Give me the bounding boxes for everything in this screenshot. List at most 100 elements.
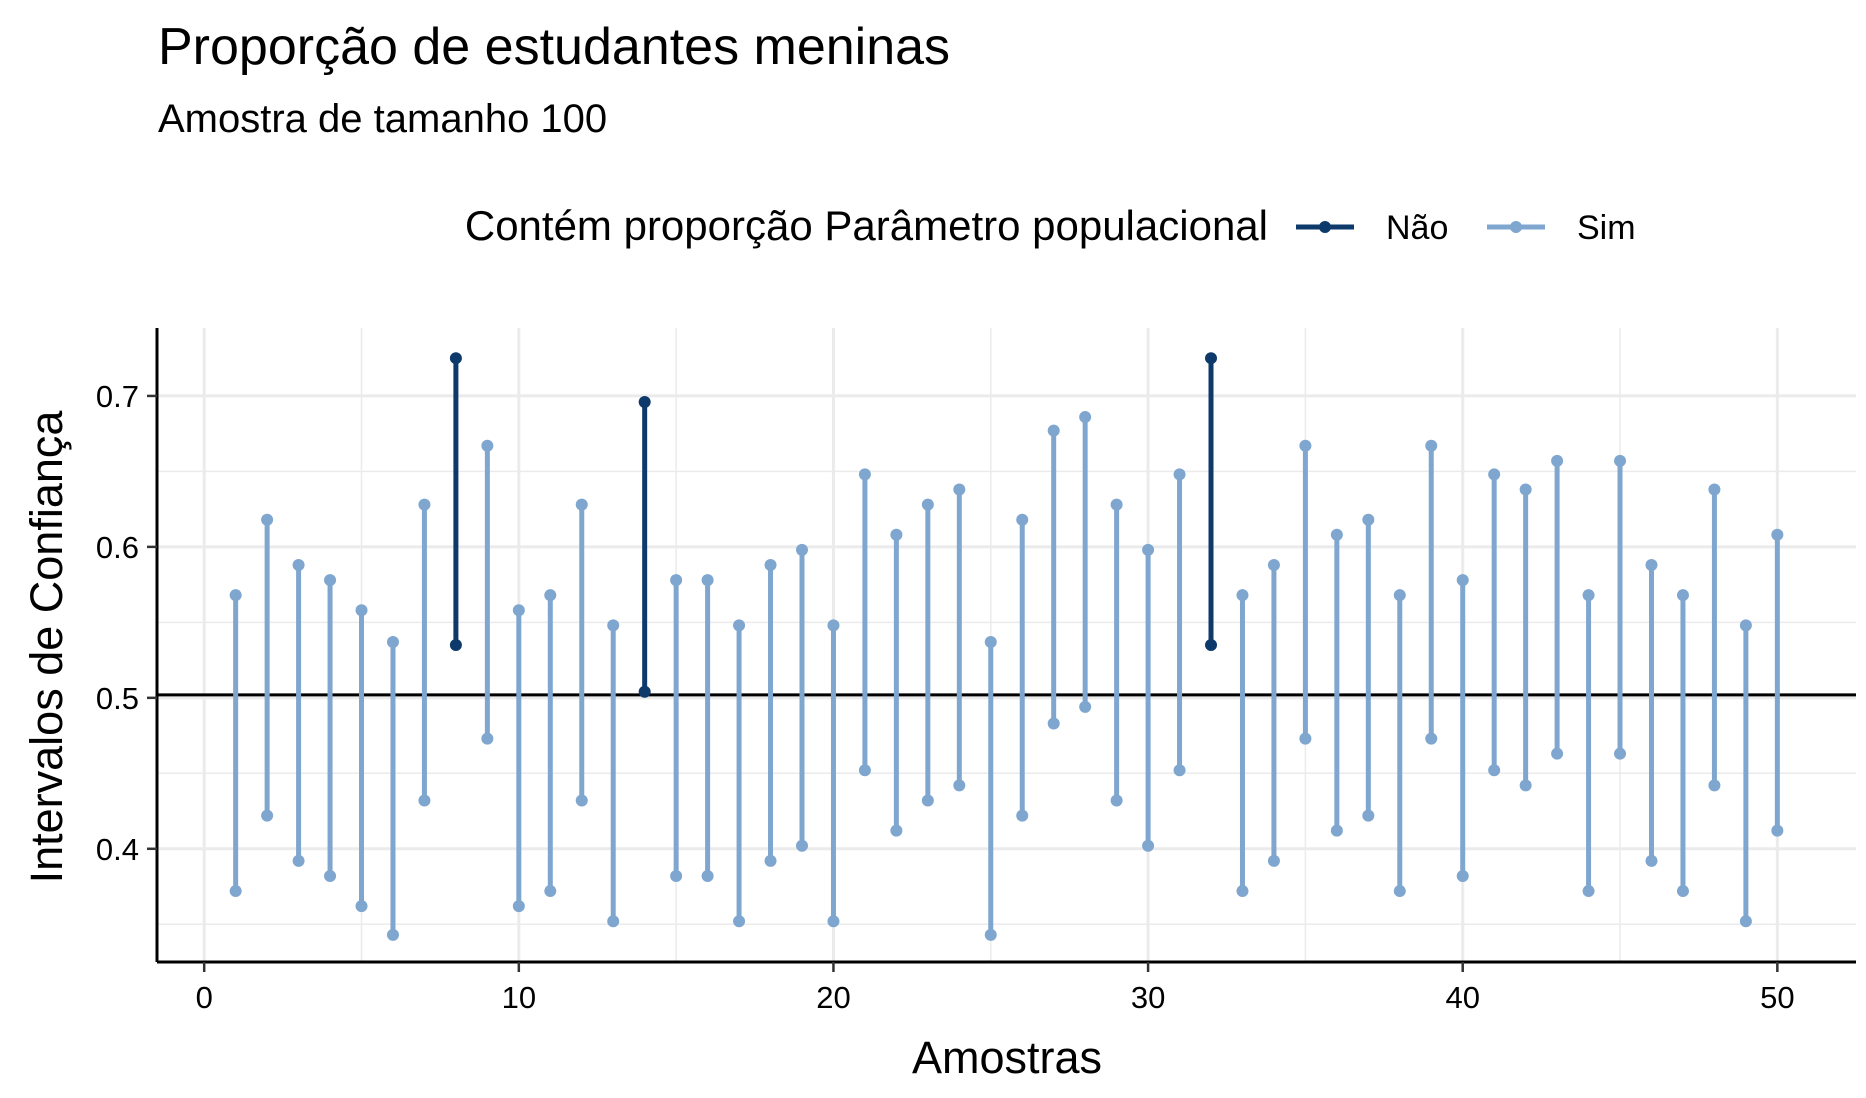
interval-upper-point [229, 589, 242, 602]
interval-9 [481, 439, 494, 745]
interval-18 [764, 558, 777, 867]
interval-lower-point [418, 794, 431, 807]
interval-upper-point [1079, 411, 1092, 424]
interval-upper-point [670, 574, 683, 587]
interval-lower-point [984, 928, 997, 941]
interval-39 [1425, 439, 1438, 745]
legend-entry: Não [1296, 209, 1448, 247]
interval-upper-point [1708, 483, 1721, 496]
interval-47 [1676, 589, 1689, 898]
interval-30 [1142, 543, 1155, 852]
interval-lower-point [1362, 809, 1375, 822]
legend-entry: Sim [1487, 209, 1636, 247]
interval-lower-point [1739, 915, 1752, 928]
interval-upper-point [1739, 619, 1752, 632]
interval-27 [1047, 424, 1060, 730]
interval-lower-point [1047, 717, 1060, 730]
interval-upper-point [1267, 558, 1280, 571]
interval-lower-point [858, 764, 871, 777]
interval-lower-point [324, 869, 337, 882]
legend: Contém proporção Parâmetro populacional … [465, 202, 1636, 249]
interval-upper-point [1330, 528, 1343, 541]
interval-12 [575, 498, 588, 807]
interval-upper-point [449, 352, 462, 365]
intervals [229, 352, 1784, 941]
interval-lower-point [481, 732, 494, 745]
interval-lower-point [1488, 764, 1501, 777]
interval-upper-point [1771, 528, 1784, 541]
interval-22 [890, 528, 903, 837]
interval-upper-point [764, 558, 777, 571]
x-tick-label: 40 [1445, 980, 1479, 1015]
interval-14 [638, 395, 651, 698]
interval-upper-point [1456, 574, 1469, 587]
x-tick-label: 30 [1131, 980, 1165, 1015]
legend-title: Contém proporção Parâmetro populacional [465, 202, 1268, 249]
interval-lower-point [575, 794, 588, 807]
interval-4 [324, 574, 337, 882]
interval-lower-point [1079, 700, 1092, 713]
grid-minor [157, 328, 1856, 962]
interval-lower-point [1110, 794, 1123, 807]
interval-10 [512, 604, 525, 913]
interval-upper-point [1425, 439, 1438, 452]
interval-upper-point [953, 483, 966, 496]
plot-area: 0 10 20 30 40 50 0.4 0.5 0.6 0.7 [96, 328, 1856, 1015]
interval-41 [1488, 468, 1501, 777]
interval-upper-point [544, 589, 557, 602]
legend-key-point [1510, 221, 1522, 233]
interval-46 [1645, 558, 1658, 867]
interval-lower-point [921, 794, 934, 807]
x-tick-label: 0 [196, 980, 213, 1015]
interval-25 [984, 635, 997, 941]
interval-lower-point [827, 915, 840, 928]
interval-upper-point [261, 513, 274, 526]
interval-lower-point [544, 885, 557, 898]
interval-37 [1362, 513, 1375, 822]
interval-upper-point [1519, 483, 1532, 496]
x-axis-title: Amostras [912, 1032, 1102, 1083]
interval-49 [1739, 619, 1752, 928]
interval-42 [1519, 483, 1532, 792]
interval-lower-point [512, 900, 525, 913]
interval-17 [733, 619, 746, 928]
x-tick-label: 50 [1760, 980, 1794, 1015]
interval-16 [701, 574, 714, 882]
interval-45 [1614, 454, 1627, 760]
interval-20 [827, 619, 840, 928]
interval-50 [1771, 528, 1784, 837]
interval-8 [449, 352, 462, 651]
interval-upper-point [1173, 468, 1186, 481]
interval-3 [292, 558, 305, 867]
interval-lower-point [670, 869, 683, 882]
interval-lower-point [1393, 885, 1406, 898]
interval-upper-point [1488, 468, 1501, 481]
legend-label: Sim [1577, 209, 1636, 247]
interval-lower-point [1645, 854, 1658, 867]
interval-lower-point [1708, 779, 1721, 792]
interval-upper-point [1676, 589, 1689, 602]
interval-lower-point [1551, 747, 1564, 760]
interval-lower-point [733, 915, 746, 928]
interval-32 [1205, 352, 1218, 651]
interval-1 [229, 589, 242, 898]
interval-lower-point [1582, 885, 1595, 898]
interval-upper-point [795, 543, 808, 556]
interval-lower-point [1456, 869, 1469, 882]
interval-lower-point [795, 839, 808, 852]
interval-5 [355, 604, 368, 913]
interval-40 [1456, 574, 1469, 882]
interval-upper-point [575, 498, 588, 511]
interval-lower-point [1425, 732, 1438, 745]
y-tick-label: 0.5 [96, 681, 139, 716]
interval-lower-point [1519, 779, 1532, 792]
interval-28 [1079, 411, 1092, 713]
interval-lower-point [1676, 885, 1689, 898]
interval-21 [858, 468, 871, 777]
interval-24 [953, 483, 966, 792]
interval-lower-point [386, 928, 399, 941]
interval-upper-point [921, 498, 934, 511]
legend-key-point [1319, 221, 1331, 233]
interval-31 [1173, 468, 1186, 777]
interval-upper-point [386, 635, 399, 648]
